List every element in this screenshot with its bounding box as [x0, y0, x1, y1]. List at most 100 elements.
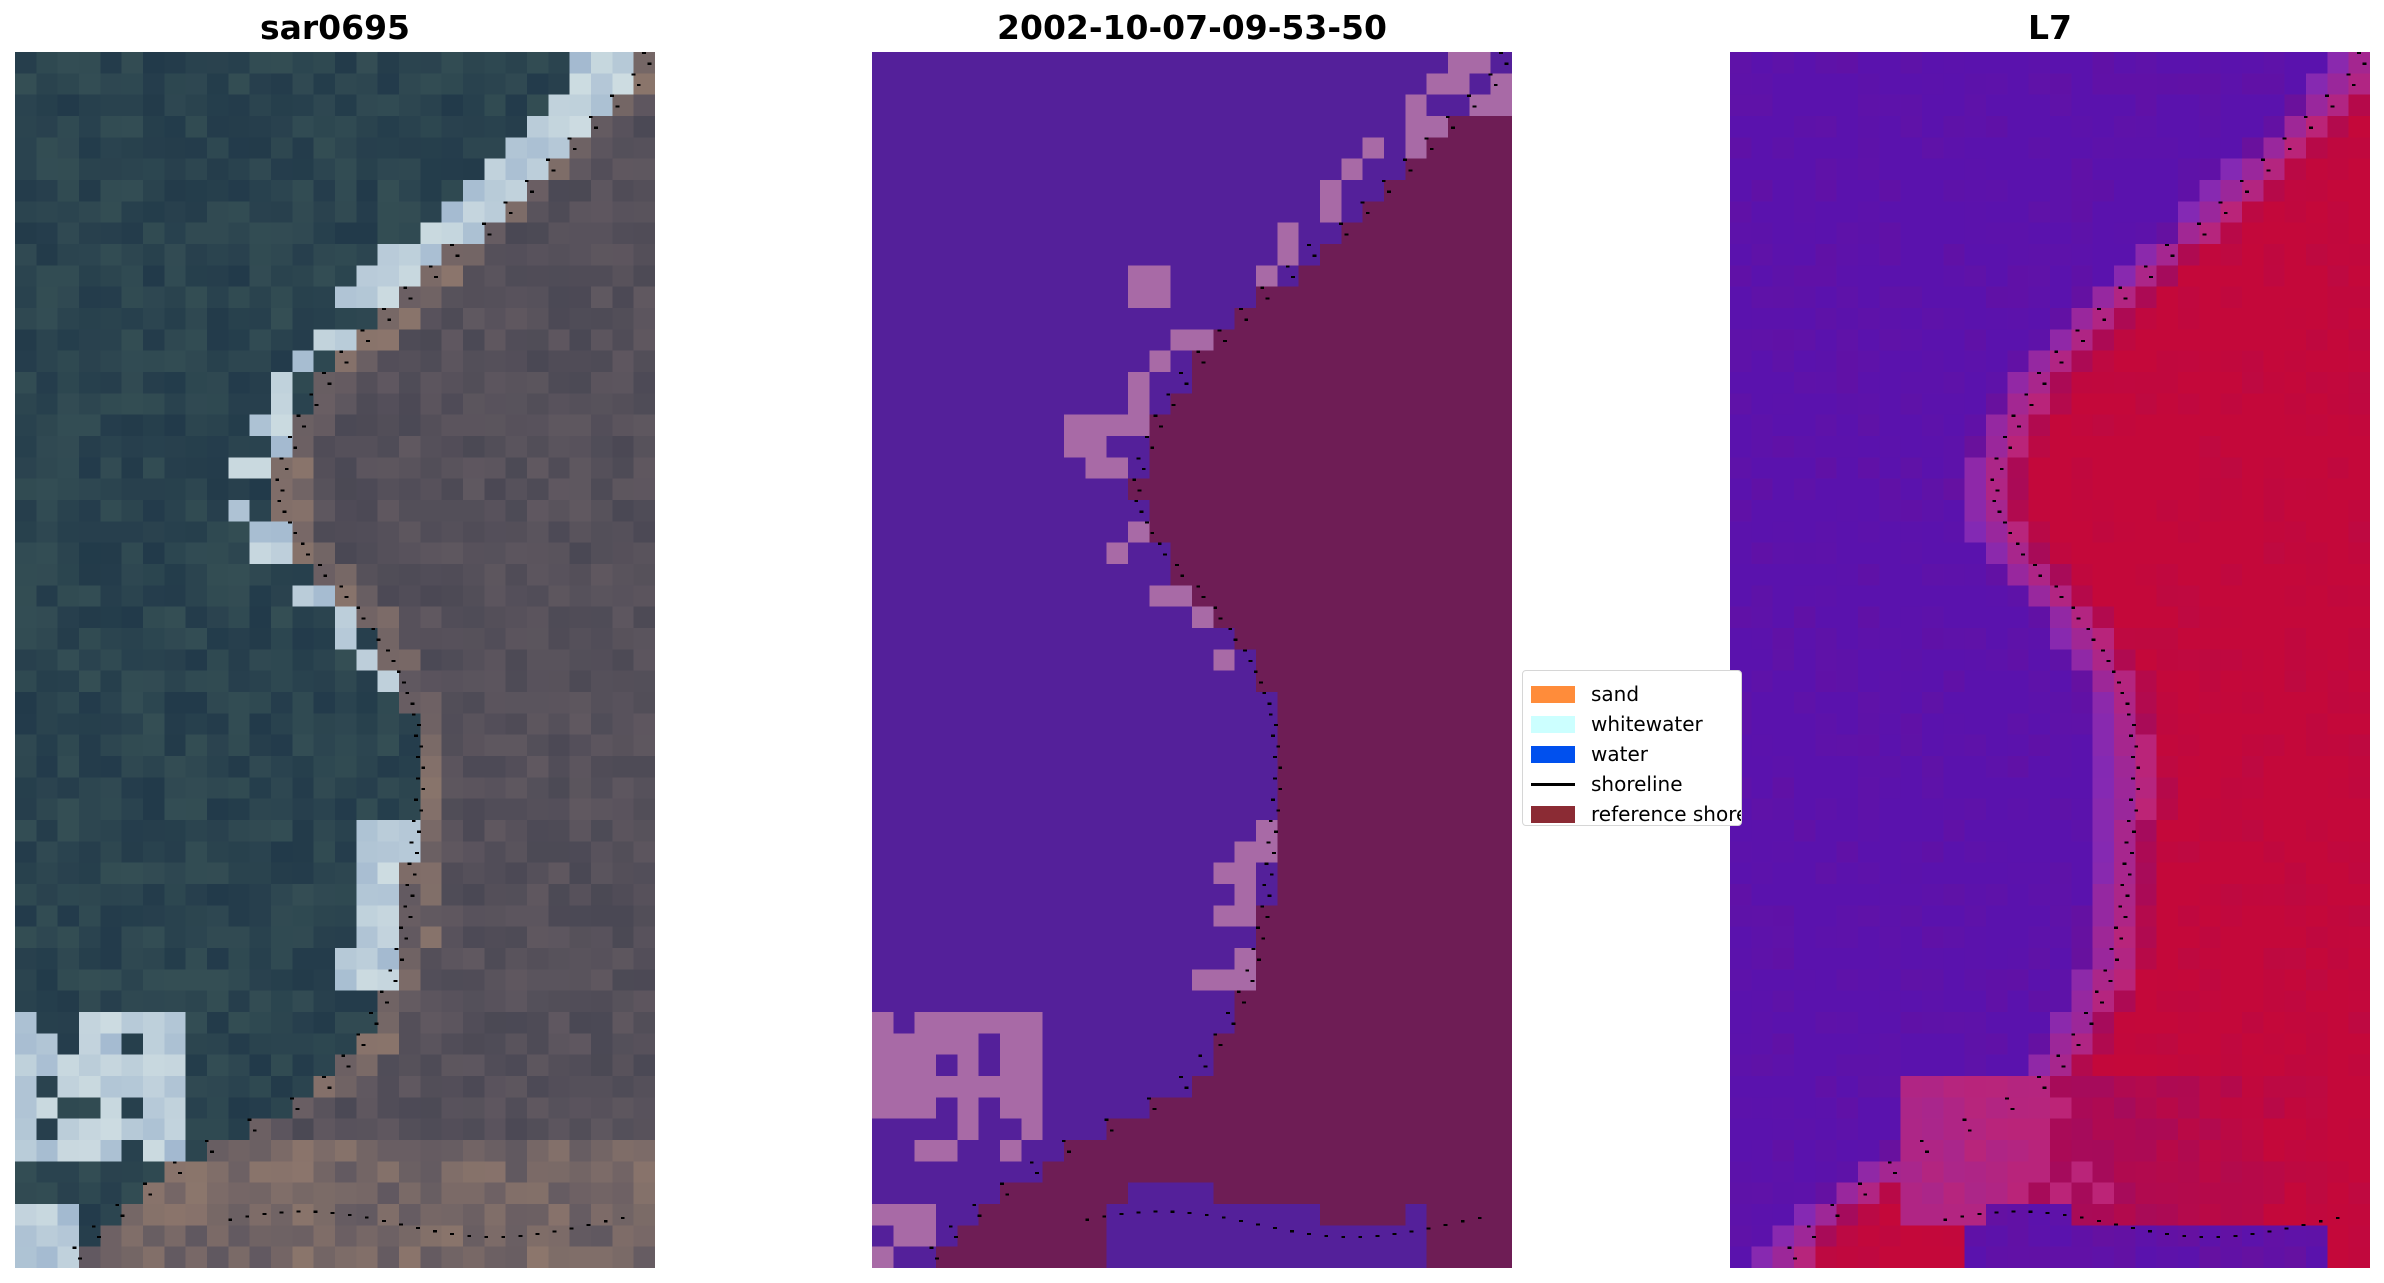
- image-pixel: [121, 734, 144, 757]
- image-pixel: [228, 137, 251, 160]
- image-pixel: [1341, 606, 1364, 629]
- image-pixel: [164, 1182, 187, 1205]
- image-pixel: [2092, 926, 2115, 949]
- image-pixel: [377, 1140, 400, 1162]
- image-pixel: [2220, 436, 2243, 458]
- image-pixel: [2284, 692, 2307, 714]
- image-pixel: [1943, 585, 1966, 608]
- image-pixel: [1490, 884, 1512, 906]
- image-pixel: [2028, 628, 2051, 650]
- image-pixel: [1943, 606, 1966, 629]
- image-pixel: [2135, 948, 2158, 970]
- image-pixel: [100, 116, 123, 138]
- image-pixel: [1149, 670, 1172, 693]
- image-pixel: [164, 94, 187, 117]
- image-pixel: [505, 990, 528, 1013]
- image-pixel: [1922, 137, 1944, 160]
- image-pixel: [2327, 820, 2350, 842]
- image-pixel: [2050, 500, 2072, 522]
- image-pixel: [1922, 692, 1944, 714]
- image-pixel: [2284, 457, 2307, 480]
- shoreline-dot: [381, 1219, 386, 1223]
- image-pixel: [484, 926, 507, 949]
- image-pixel: [121, 820, 144, 842]
- image-pixel: [633, 1225, 655, 1248]
- image-pixel: [249, 1246, 272, 1268]
- shoreline-dot: [411, 713, 416, 716]
- image-pixel: [377, 1182, 400, 1205]
- image-pixel: [1836, 542, 1859, 565]
- image-pixel: [2007, 628, 2030, 650]
- shoreline-dot: [417, 830, 421, 833]
- image-pixel: [1106, 734, 1129, 757]
- image-pixel: [1815, 478, 1838, 501]
- image-pixel: [505, 286, 528, 309]
- image-pixel: [633, 350, 655, 373]
- image-pixel: [2071, 350, 2094, 373]
- image-pixel: [612, 1182, 635, 1205]
- shoreline-dot: [572, 148, 577, 151]
- image-pixel: [1858, 926, 1880, 949]
- image-pixel: [271, 1140, 293, 1162]
- shoreline-dot: [323, 574, 328, 577]
- image-pixel: [2284, 777, 2307, 800]
- image-pixel: [100, 692, 123, 714]
- image-pixel: [420, 116, 443, 138]
- image-pixel: [356, 777, 379, 800]
- image-pixel: [1772, 308, 1795, 330]
- image-pixel: [100, 137, 123, 160]
- image-pixel: [185, 606, 208, 629]
- image-pixel: [505, 521, 528, 544]
- image-pixel: [399, 649, 421, 672]
- image-pixel: [313, 1118, 336, 1141]
- image-pixel: [356, 862, 379, 885]
- image-pixel: [2327, 841, 2350, 864]
- image-pixel: [1149, 990, 1172, 1013]
- image-pixel: [1234, 1140, 1257, 1162]
- image-pixel: [356, 585, 379, 608]
- image-pixel: [1234, 820, 1257, 842]
- image-pixel: [36, 244, 59, 266]
- image-pixel: [57, 777, 80, 800]
- image-pixel: [79, 1225, 101, 1248]
- image-pixel: [1879, 926, 1902, 949]
- image-pixel: [207, 180, 229, 202]
- image-pixel: [79, 393, 101, 416]
- image-pixel: [15, 137, 37, 160]
- image-pixel: [356, 1225, 379, 1248]
- image-pixel: [633, 329, 655, 352]
- image-pixel: [872, 350, 894, 373]
- image-pixel: [271, 308, 293, 330]
- image-pixel: [2007, 649, 2030, 672]
- image-pixel: [612, 969, 635, 992]
- image-pixel: [1085, 521, 1108, 544]
- image-pixel: [1106, 798, 1129, 821]
- image-pixel: [1964, 628, 1987, 650]
- image-pixel: [893, 222, 916, 245]
- image-pixel: [1128, 350, 1150, 373]
- image-pixel: [1772, 798, 1795, 821]
- image-pixel: [1426, 1054, 1449, 1077]
- image-pixel: [249, 1182, 272, 1205]
- shoreline-dot: [1029, 1161, 1034, 1164]
- image-pixel: [2306, 820, 2328, 842]
- image-pixel: [2220, 905, 2243, 928]
- image-pixel: [1320, 393, 1342, 416]
- image-pixel: [313, 692, 336, 714]
- image-pixel: [548, 372, 571, 394]
- image-pixel: [1426, 180, 1449, 202]
- image-pixel: [1405, 606, 1428, 629]
- image-pixel: [1298, 585, 1321, 608]
- image-pixel: [1384, 798, 1406, 821]
- image-pixel: [1794, 820, 1816, 842]
- shoreline-dot: [403, 905, 408, 908]
- image-pixel: [978, 393, 1001, 416]
- shoreline-dot: [391, 660, 396, 663]
- image-pixel: [569, 521, 592, 544]
- image-pixel: [1362, 1076, 1385, 1098]
- image-pixel: [548, 777, 571, 800]
- image-pixel: [1234, 649, 1257, 672]
- image-pixel: [1772, 862, 1795, 885]
- image-pixel: [1256, 628, 1278, 650]
- image-pixel: [121, 372, 144, 394]
